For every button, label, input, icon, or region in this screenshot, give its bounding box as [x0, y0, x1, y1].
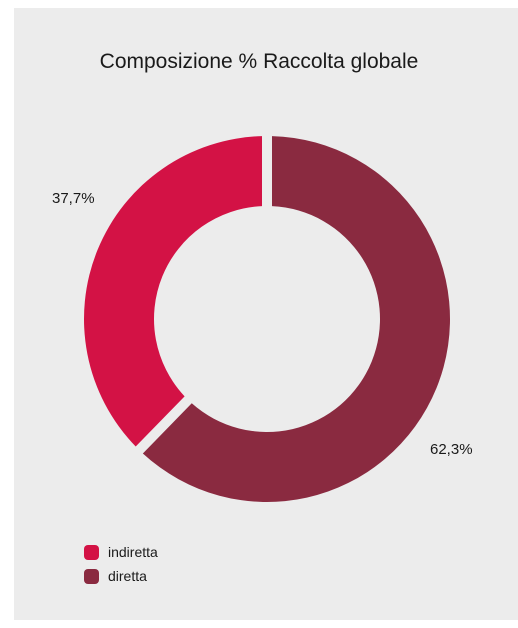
donut-slice-indiretta [84, 136, 263, 447]
legend-label-indiretta: indiretta [108, 544, 158, 560]
chart-title: Composizione % Raccolta globale [99, 50, 419, 73]
legend-item-indiretta: indiretta [84, 540, 158, 564]
legend-swatch-diretta [84, 568, 99, 584]
legend-label-diretta: diretta [108, 568, 147, 584]
slice-label-diretta: 62,3% [430, 441, 473, 458]
legend-item-diretta: diretta [84, 564, 158, 588]
legend-swatch-indiretta [84, 544, 99, 560]
legend: indiretta diretta [84, 540, 158, 588]
slice-label-indiretta: 37,7% [52, 190, 95, 207]
donut-slice-diretta [142, 136, 451, 502]
